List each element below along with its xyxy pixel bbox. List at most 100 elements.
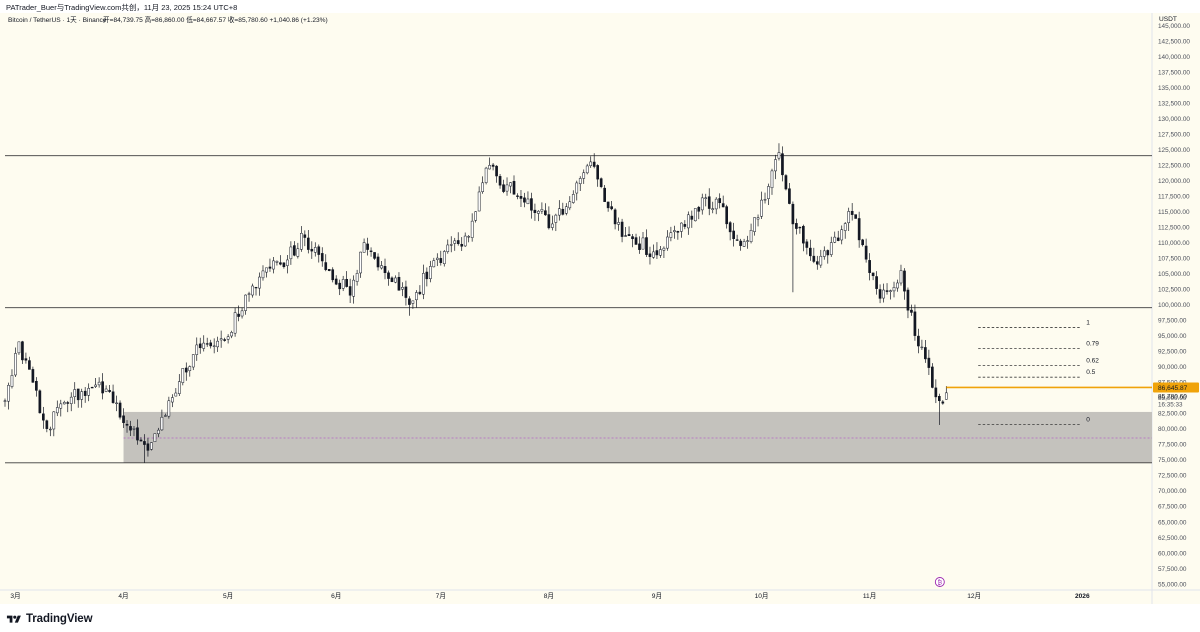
candle-body [341,279,345,289]
price-tick-label: 85,000.00 [1158,395,1187,402]
candle-body [157,429,160,434]
candle-body [432,260,436,268]
price-tick-label: 120,000.00 [1158,178,1190,185]
candle-body [739,240,742,246]
candle-body [80,391,84,400]
candle-body [481,182,484,192]
price-tick-label: 107,500.00 [1158,256,1190,263]
price-tick-label: 70,000.00 [1158,488,1187,495]
candle-body [659,249,662,256]
price-tick-label: 140,000.00 [1158,54,1190,61]
candle-body [348,286,352,296]
candle-body [551,223,554,228]
candle-body [795,223,798,229]
price-tick-label: 95,000.00 [1158,333,1187,340]
price-tick-label: 97,500.00 [1158,318,1187,325]
candle-body [31,369,35,383]
price-tick-label: 137,500.00 [1158,69,1190,76]
candle-body [129,426,132,431]
price-tick-label: 65,000.00 [1158,519,1187,526]
candle-body [35,380,38,391]
fib-level-label: 0 [1086,416,1090,423]
price-tick-label: 102,500.00 [1158,287,1190,294]
candle-body [910,309,913,313]
candle-body [87,388,91,396]
candle-body [303,234,307,238]
candle-body [669,232,673,238]
candle-body [707,196,711,209]
candle-body [819,255,823,266]
fib-level-label: 0.5 [1086,369,1095,376]
candle-body [568,201,572,209]
candle-body [683,224,687,227]
candle-body [645,237,648,255]
close-price-label: 85,780.60 [1158,393,1187,400]
candle-body [836,237,840,241]
candle-body [73,389,77,397]
time-tick-label: 10月 [755,592,769,600]
fib-level-label: 1 [1086,320,1090,327]
fib-level-label: 0.62 [1086,357,1099,364]
candle-body [115,402,118,404]
candle-body [673,230,676,233]
candle-body [721,203,725,208]
price-tick-label: 110,000.00 [1158,240,1190,247]
candle-body [306,237,310,250]
candle-body [394,277,397,283]
candle-body [24,358,28,361]
candle-body [627,234,631,237]
candle-body [355,273,359,282]
candle-body [774,159,777,172]
candle-body [286,259,289,266]
candle-body [397,276,401,291]
candle-body [230,332,233,337]
event-marker-icon[interactable] [934,577,945,587]
current-price-box[interactable] [1153,382,1199,393]
candle-body [491,164,495,167]
candle-body [613,209,617,225]
chart-area[interactable]: 1 0.79 0.62 0.5 0 145,000.00 142,500.00 140,000… [0,13,1200,604]
demand-zone [123,411,1153,463]
tradingview-logo[interactable]: TradingView [6,612,93,626]
ohlc-legend: 开=84,739.75 高=86,860.00 低=84,667.57 收=85… [103,15,328,24]
candle-body [697,206,701,212]
candle-body [763,199,767,201]
time-tick-label: 2026 [1075,593,1090,600]
candle-body [728,222,732,233]
candle-body [847,211,851,224]
candle-body [603,187,606,202]
candle-body [62,402,66,405]
candle-body [944,392,948,400]
candle-body [557,208,561,216]
candle-body [749,230,753,242]
candle-body [327,269,331,272]
fib-level-label: 0.79 [1086,341,1099,348]
price-tick-label: 105,000.00 [1158,271,1190,278]
candle-body [42,413,45,421]
price-tick-label: 75,000.00 [1158,457,1187,464]
candle-body [815,261,819,265]
price-tick-label: 55,000.00 [1158,581,1187,588]
candle-body [184,367,188,373]
candle-body [467,236,471,238]
candle-body [383,266,387,274]
candle-body [188,366,192,372]
candle-body [118,402,122,418]
candle-body [247,293,251,295]
price-tick-label: 125,000.00 [1158,147,1190,154]
candle-body [606,201,610,209]
candle-body [537,210,540,214]
chart-svg[interactable]: 1 0.79 0.62 0.5 0 145,000.00 142,500.00 140,000… [0,13,1200,604]
candle-body [802,225,805,244]
candle-body [725,206,728,225]
candle-body [641,237,645,250]
candle-body [425,271,429,280]
candle-body [17,341,21,354]
price-tick-label: 100,000.00 [1158,302,1190,309]
candle-body [418,291,422,295]
time-tick-label: 8月 [544,592,554,600]
time-tick-label: 7月 [436,592,446,600]
candle-body [55,407,59,414]
candle-body [108,390,111,392]
candle-body [435,257,439,260]
